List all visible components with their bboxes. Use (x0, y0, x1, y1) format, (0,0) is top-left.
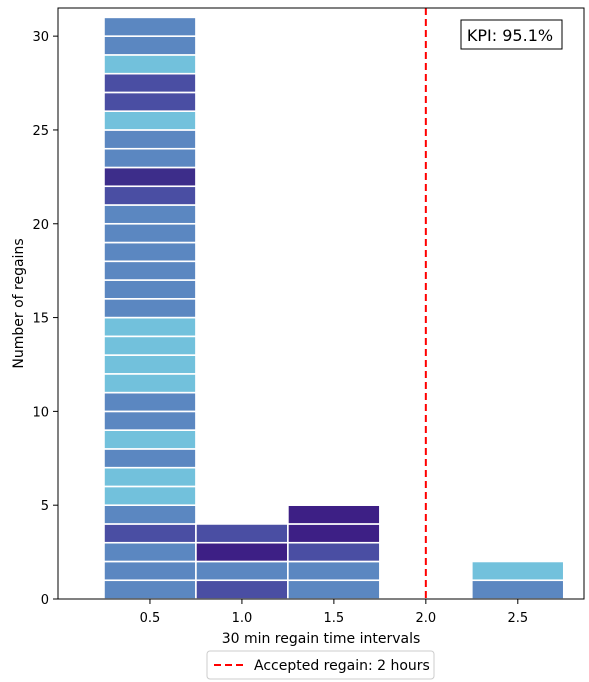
x-tick-label: 2.0 (415, 611, 436, 626)
bar-block (471, 579, 565, 600)
bar-block (103, 185, 197, 206)
legend-entry-label: Accepted regain: 2 hours (254, 658, 430, 674)
y-tick-label: 15 (32, 312, 49, 327)
x-tick-label: 0.5 (140, 611, 161, 626)
axes-layer: 0.5 1.0 1.5 2.0 2.5 0 5 10 15 20 25 30 (32, 7, 585, 626)
bar-block (103, 260, 197, 281)
y-axis-label: Number of regains (11, 238, 27, 368)
y-tick-label: 25 (32, 124, 49, 139)
bar-block (103, 129, 197, 150)
bar-block (287, 579, 381, 600)
bar-block (103, 335, 197, 356)
x-axis-label: 30 min regain time intervals (222, 631, 421, 647)
bar-block (103, 147, 197, 169)
y-tick-label: 10 (32, 405, 49, 420)
x-tick-label: 2.5 (507, 611, 528, 626)
kpi-annotation: KPI: 95.1% (460, 19, 563, 50)
plot-frame (57, 7, 585, 600)
bar-block (195, 541, 289, 563)
bar-block (195, 523, 289, 544)
bar-block (103, 410, 197, 431)
kpi-text: KPI: 95.1% (467, 26, 553, 45)
bar-block (195, 579, 289, 600)
bar-block (287, 560, 381, 582)
bar-block (103, 429, 197, 450)
bar-block (103, 298, 197, 319)
bar-block (103, 279, 197, 300)
bar-block (287, 523, 381, 544)
bar-block (103, 354, 197, 375)
bar-block (103, 466, 197, 488)
bar-block (103, 541, 197, 563)
y-tick-label: 5 (41, 499, 49, 514)
y-tick-label: 30 (32, 30, 49, 45)
bar-block (103, 72, 197, 94)
y-tick-label: 20 (32, 218, 49, 233)
bar-block (103, 579, 197, 600)
bar-block (471, 560, 565, 582)
bar-block (103, 16, 197, 37)
y-tick-label: 0 (41, 593, 49, 608)
bars-layer (103, 16, 565, 600)
bar-block (103, 110, 197, 131)
bar-block (103, 166, 197, 188)
bar-block (103, 241, 197, 263)
bar-block (103, 204, 197, 225)
bar-block (103, 448, 197, 469)
bar-block (103, 373, 197, 394)
x-tick-label: 1.5 (324, 611, 345, 626)
legend: Accepted regain: 2 hours (206, 650, 435, 680)
bar-block (103, 504, 197, 525)
bar-block (287, 541, 381, 563)
bar-block (103, 485, 197, 506)
bar-block (103, 222, 197, 244)
bar-block (103, 560, 197, 582)
bar-block (195, 560, 289, 582)
kpi-box-frame (460, 19, 563, 50)
x-tick-label: 1.0 (232, 611, 253, 626)
bar-block (103, 54, 197, 75)
legend-frame (206, 650, 435, 680)
bar-block (103, 391, 197, 413)
bar-block (103, 91, 197, 112)
bar-block (103, 523, 197, 544)
bar-block (103, 316, 197, 338)
bar-block (287, 504, 381, 525)
bar-block (103, 35, 197, 56)
